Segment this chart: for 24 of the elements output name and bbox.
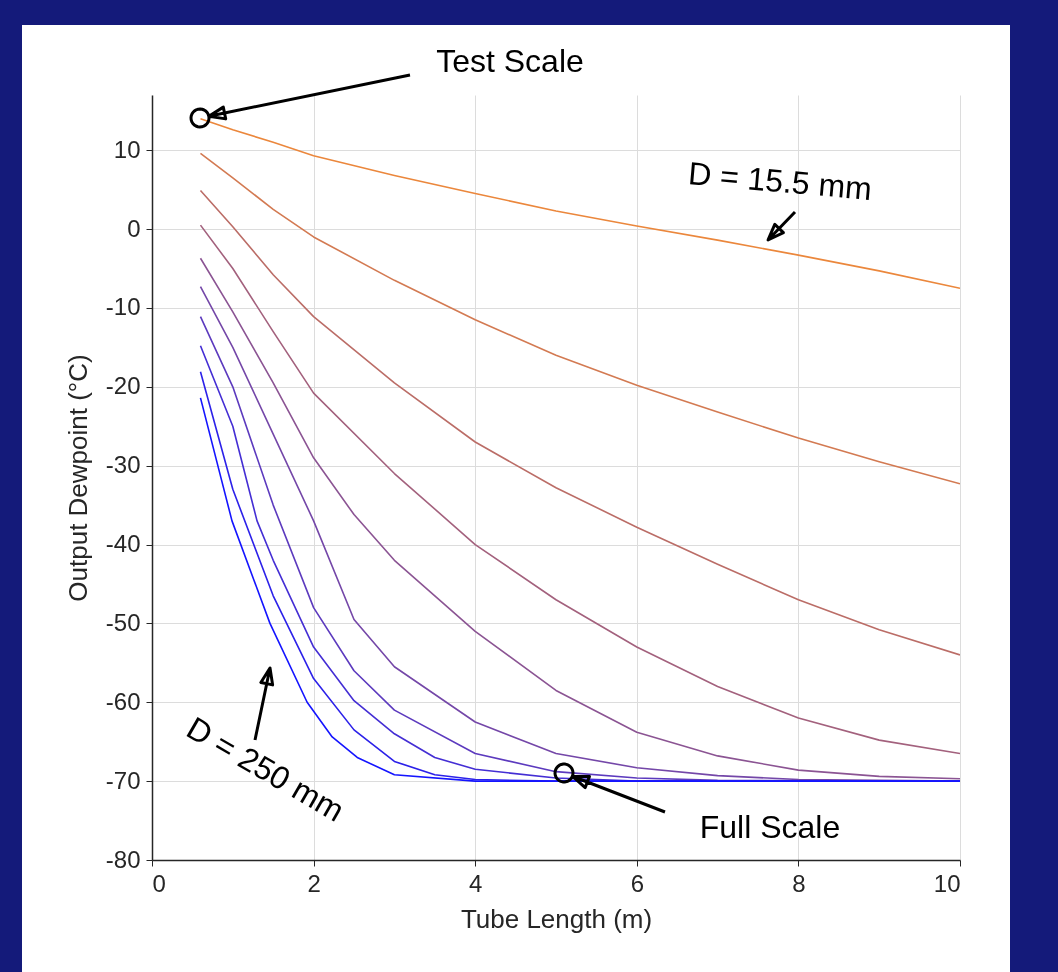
y-tick-label: -70 <box>105 766 141 794</box>
y-tick-label: -60 <box>105 687 141 715</box>
x-tick-label: 4 <box>469 869 483 897</box>
x-tick-label: 6 <box>630 869 644 897</box>
y-tick-label: 10 <box>113 135 141 163</box>
x-tick-label: 0 <box>152 869 166 897</box>
annotation: Full Scale <box>699 809 841 845</box>
x-tick-label: 10 <box>933 869 961 897</box>
y-tick-label: -20 <box>105 372 141 400</box>
annotation: D = 15.5 mm <box>686 155 874 207</box>
y-tick-label: -50 <box>105 608 141 636</box>
y-tick-label: 0 <box>127 214 141 242</box>
annotation: D = 250 mm <box>180 709 351 829</box>
y-tick-label: -30 <box>105 451 141 479</box>
y-tick-label: -80 <box>105 845 141 873</box>
y-axis-title: Output Dewpoint (°C) <box>62 354 93 602</box>
x-tick-label: 8 <box>792 869 806 897</box>
line-series <box>199 117 960 290</box>
y-tick-label: -40 <box>105 530 141 558</box>
x-axis-title: Tube Length (m) <box>460 903 653 934</box>
text: Test Scale <box>436 43 584 79</box>
line-series <box>199 152 960 485</box>
y-tick-label: -10 <box>105 293 141 321</box>
x-tick-label: 2 <box>307 869 321 897</box>
